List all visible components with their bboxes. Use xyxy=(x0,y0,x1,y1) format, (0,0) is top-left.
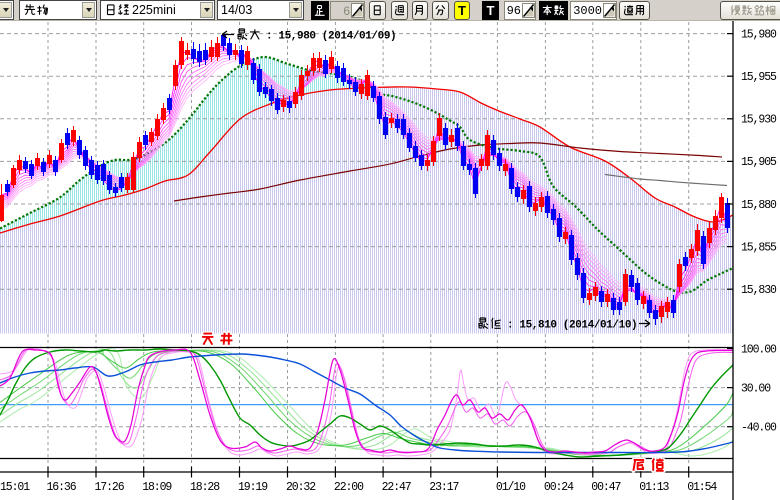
svg-text:15,905: 15,905 xyxy=(741,156,777,169)
svg-text:22:00: 22:00 xyxy=(334,481,364,494)
svg-text:01:54: 01:54 xyxy=(687,481,717,494)
svg-text:15,880: 15,880 xyxy=(741,199,777,212)
svg-text:15,855: 15,855 xyxy=(741,241,777,254)
svg-text:17:26: 17:26 xyxy=(95,481,125,494)
svg-text:: 15,980 (2014/01/09): : 15,980 (2014/01/09) xyxy=(266,31,396,43)
svg-text:16:36: 16:36 xyxy=(47,481,77,494)
svg-text:: 15,810 (2014/01/10): : 15,810 (2014/01/10) xyxy=(507,320,637,332)
svg-text:01:13: 01:13 xyxy=(639,481,669,494)
svg-text:23:17: 23:17 xyxy=(429,481,458,494)
svg-text:18:28: 18:28 xyxy=(190,481,220,494)
svg-text:15,955: 15,955 xyxy=(741,71,777,84)
svg-text:18:09: 18:09 xyxy=(142,481,172,494)
svg-text:-40.00: -40.00 xyxy=(741,422,777,435)
svg-text:15,930: 15,930 xyxy=(741,114,777,127)
svg-text:100.00: 100.00 xyxy=(741,343,777,356)
svg-text:15,830: 15,830 xyxy=(741,284,777,297)
svg-text:22:47: 22:47 xyxy=(382,481,411,494)
svg-text:00:47: 00:47 xyxy=(591,481,620,494)
svg-text:00:24: 00:24 xyxy=(544,481,574,494)
svg-text:30.00: 30.00 xyxy=(741,382,771,395)
svg-text:01/10: 01/10 xyxy=(496,481,526,494)
svg-text:15,980: 15,980 xyxy=(741,28,777,41)
svg-text:20:32: 20:32 xyxy=(286,481,316,494)
svg-text:15:01: 15:01 xyxy=(0,481,30,494)
svg-text:19:19: 19:19 xyxy=(238,481,268,494)
